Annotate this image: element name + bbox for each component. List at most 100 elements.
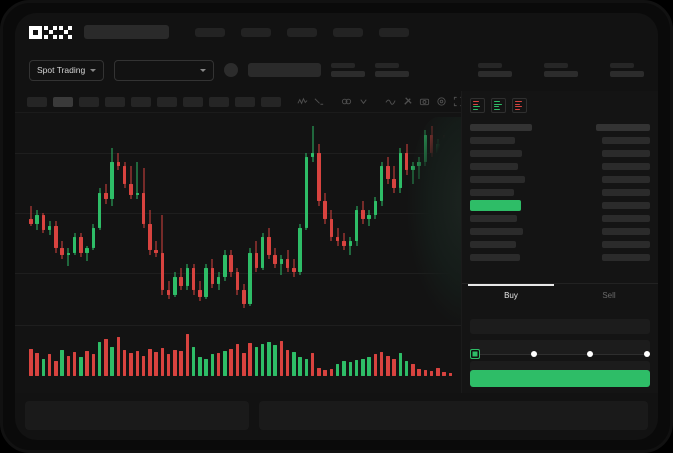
order-book-amount [602,228,650,235]
interval-3[interactable] [105,96,125,107]
volume-bar [423,370,428,376]
interval-2[interactable] [79,96,99,107]
interval-7[interactable] [209,96,229,107]
app-header [15,13,658,51]
nav-item-2[interactable] [287,27,317,37]
order-book-row[interactable] [470,212,650,225]
settings-icon[interactable] [436,95,447,108]
order-book-row[interactable] [470,134,650,147]
order-book-mode-bids[interactable] [491,98,506,113]
tab-sell[interactable]: Sell [602,291,616,300]
order-book-row[interactable] [470,147,650,160]
candle [54,121,58,313]
order-book-row[interactable] [470,238,650,251]
interval-8[interactable] [235,96,255,107]
candle [229,121,233,313]
volume-bar [398,353,403,376]
volume-bar [429,371,434,376]
interval-6[interactable] [183,96,203,107]
volume-bar [41,358,46,376]
nav-item-4[interactable] [379,27,409,37]
camera-icon[interactable] [419,95,430,108]
trading-mode-select[interactable]: Spot Trading [29,59,105,81]
candle [310,121,315,313]
interval-4[interactable] [131,96,151,107]
order-book-row[interactable] [470,225,650,238]
candle [379,121,384,313]
slider-step-3[interactable] [644,351,651,357]
candle [235,121,240,313]
volume-bar [91,354,96,376]
trade-side-tabs: Buy Sell [462,283,658,307]
nav-item-3[interactable] [333,27,363,37]
candle [335,121,340,313]
candle [148,121,152,313]
volume-bar [273,345,277,376]
candle [216,121,221,313]
volume-bar [54,361,58,376]
candle [35,121,39,313]
volume-bar [354,360,359,376]
order-book-amount [602,215,650,222]
search-input[interactable] [84,25,169,39]
order-book-row[interactable] [470,173,650,186]
volume-bar [254,346,259,376]
compare-icon[interactable] [341,95,352,108]
order-field-0[interactable] [470,319,650,334]
order-book-amount [602,189,650,196]
volume-bar [154,352,158,376]
footer-panel-right[interactable] [259,401,648,430]
drawing-icon[interactable] [385,95,396,108]
tab-buy[interactable]: Buy [462,284,560,307]
volume-bar [141,355,146,376]
stat-value [375,71,410,77]
order-book-row[interactable] [470,186,650,199]
candle [279,121,284,313]
price-chart[interactable] [15,113,469,393]
candle [179,121,183,313]
trendline-icon[interactable] [314,95,325,108]
market-stat-2 [478,63,512,77]
candle [198,121,202,313]
pair-select[interactable] [114,59,215,81]
volume-bar [104,338,108,376]
candlestick-series [15,121,467,313]
stat-label [610,63,634,68]
volume-bar [304,358,309,376]
order-book-mode-both[interactable] [470,98,485,113]
slider-step-2[interactable] [587,351,594,357]
interval-0[interactable] [27,96,47,107]
stat-value [478,71,512,77]
candle [248,121,252,313]
order-book-rows [462,119,658,264]
nav-item-0[interactable] [195,27,225,37]
chart-type-icon[interactable] [358,95,369,108]
slider-step-0[interactable] [470,349,480,359]
candle [160,121,165,313]
magnet-icon[interactable] [402,95,413,108]
candle [173,121,177,313]
amount-slider[interactable] [470,347,651,361]
volume-bar [166,354,171,376]
submit-order-button[interactable] [470,370,650,387]
interval-1[interactable] [53,96,73,107]
footer-panel-left[interactable] [25,401,249,430]
market-stat-1 [375,63,410,77]
order-book-row[interactable] [470,199,650,212]
volume-bar [417,369,421,376]
candle [210,121,215,313]
indicator-icon[interactable] [297,95,308,108]
order-book-row[interactable] [470,160,650,173]
coin-avatar [224,63,239,77]
interval-5[interactable] [157,96,177,107]
order-book-mode-asks[interactable] [512,98,527,113]
okx-logo[interactable] [29,25,72,39]
volume-bar [110,346,114,376]
volume-bar [229,348,233,376]
slider-step-1[interactable] [530,351,537,357]
interval-9[interactable] [261,96,281,107]
nav-item-1[interactable] [241,27,271,37]
order-book-row[interactable] [470,251,650,264]
order-field-1[interactable] [470,340,650,355]
volume-bar [79,356,83,376]
